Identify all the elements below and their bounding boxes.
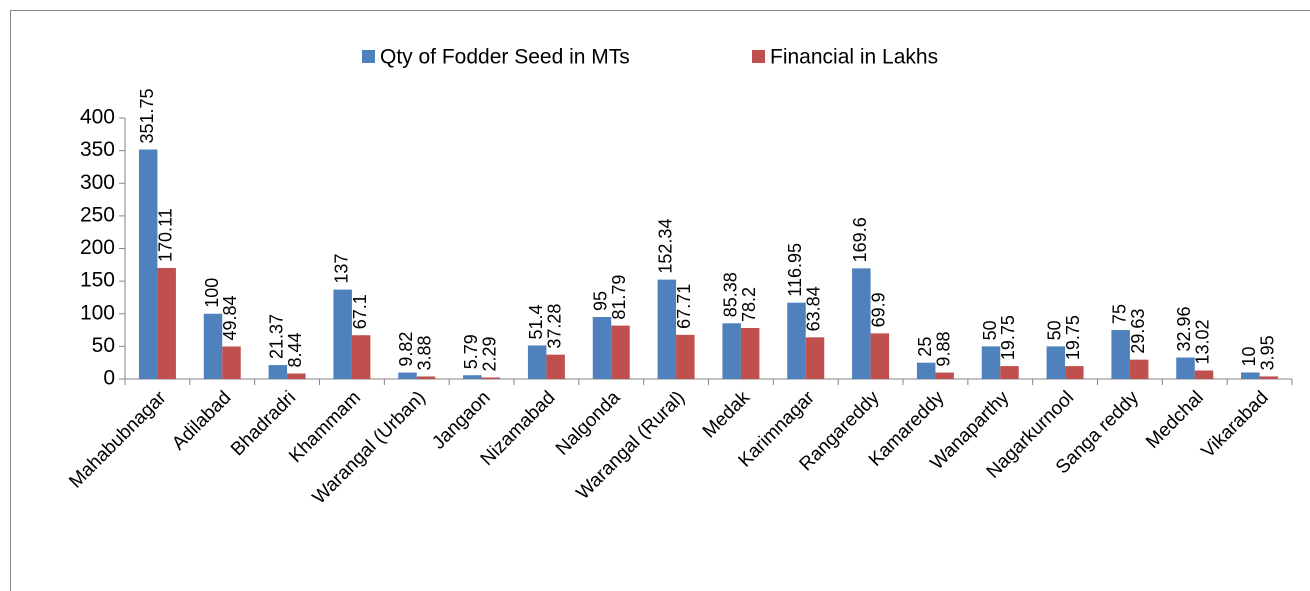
bar (333, 289, 352, 379)
bar (592, 317, 612, 379)
bar (1000, 366, 1019, 379)
bar (611, 325, 630, 379)
data-label: 50 (980, 320, 1000, 340)
bar (287, 373, 306, 379)
bar (1176, 357, 1195, 379)
bar (916, 362, 936, 379)
bar (546, 354, 565, 379)
legend-swatch (752, 50, 765, 63)
data-label: 2.29 (480, 336, 500, 371)
bar (935, 372, 954, 379)
bar (740, 327, 760, 379)
data-label: 78.2 (739, 287, 759, 322)
data-label: 116.95 (785, 243, 805, 297)
data-label: 49.84 (220, 295, 240, 340)
bar (398, 372, 417, 379)
data-label: 8.44 (285, 332, 305, 367)
bar (787, 302, 806, 379)
y-tick-label: 0 (103, 367, 115, 390)
data-label: 19.75 (998, 315, 1018, 360)
data-label: 9.82 (396, 332, 416, 367)
bar (157, 268, 176, 379)
bar (222, 346, 241, 379)
bar (203, 313, 223, 379)
y-tick-label: 100 (80, 301, 115, 324)
data-label: 10 (1239, 346, 1259, 366)
bar (481, 377, 501, 379)
data-label: 25 (915, 337, 935, 357)
y-tick-label: 300 (80, 171, 115, 194)
data-label: 32.96 (1174, 306, 1194, 351)
bar (722, 323, 741, 379)
bar (657, 279, 677, 379)
bar (1065, 366, 1084, 379)
data-label: 137 (331, 254, 351, 284)
bar (1241, 372, 1260, 379)
bar (981, 346, 1001, 379)
y-tick-label: 50 (92, 334, 115, 357)
data-label: 81.79 (609, 275, 629, 320)
y-tick-label: 350 (80, 138, 115, 161)
legend-label: Financial in Lakhs (770, 46, 938, 69)
data-label: 37.28 (544, 304, 564, 349)
data-label: 69.9 (869, 292, 889, 327)
data-label: 169.6 (850, 217, 870, 262)
bar (852, 268, 871, 379)
data-label: 67.71 (674, 284, 694, 329)
bar (870, 333, 890, 379)
data-label: 67.1 (350, 294, 370, 329)
y-tick-label: 400 (80, 106, 115, 129)
data-label: 5.79 (461, 334, 481, 369)
data-label: 21.37 (267, 314, 287, 359)
bar (463, 375, 482, 379)
bar (805, 337, 825, 379)
y-tick-label: 150 (80, 269, 115, 292)
data-label: 13.02 (1193, 319, 1213, 364)
legend-label: Qty of Fodder Seed in MTs (380, 46, 630, 69)
bar (416, 376, 436, 379)
data-label: 170.11 (155, 208, 175, 262)
data-label: 75 (1109, 304, 1129, 324)
data-label: 29.63 (1128, 309, 1148, 354)
bar (351, 335, 371, 379)
data-label: 85.38 (720, 272, 740, 317)
bar (1046, 346, 1066, 379)
legend-swatch (362, 50, 375, 63)
bar (1111, 330, 1130, 379)
data-label: 63.84 (804, 286, 824, 331)
data-label: 19.75 (1063, 315, 1083, 360)
data-label: 50 (1045, 320, 1065, 340)
data-label: 51.4 (526, 304, 546, 339)
data-label: 9.88 (933, 332, 953, 367)
bar (1194, 370, 1214, 379)
y-tick-label: 250 (80, 203, 115, 226)
bar (138, 149, 158, 379)
y-tick-label: 200 (80, 236, 115, 259)
data-label: 3.95 (1258, 335, 1278, 370)
data-label: 351.75 (137, 88, 157, 143)
data-label: 152.34 (656, 219, 676, 274)
bar (1259, 376, 1279, 379)
data-label: 3.88 (415, 335, 435, 370)
data-label: 95 (591, 291, 611, 311)
bar (676, 334, 695, 379)
bar (1129, 359, 1149, 379)
bar (268, 365, 288, 379)
bar (527, 345, 547, 379)
data-label: 100 (202, 278, 222, 308)
